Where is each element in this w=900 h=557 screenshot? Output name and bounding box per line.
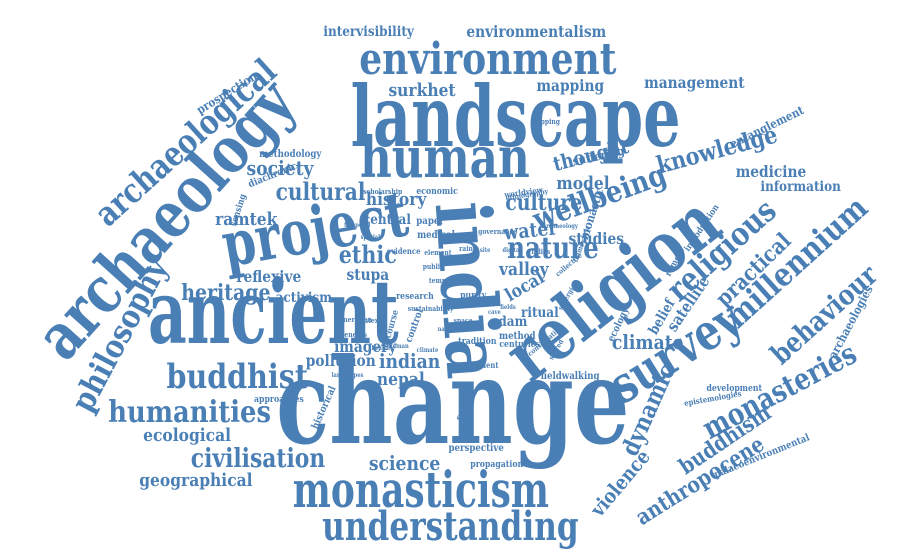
word-geographical: geographical <box>139 470 253 491</box>
word-studies: studies <box>568 229 624 248</box>
word-dam: dam <box>498 314 528 330</box>
word-cultural: cultural <box>275 177 365 206</box>
word-reflexive: reflexive <box>236 267 302 286</box>
word-mapping: mapping <box>530 116 560 126</box>
word-sustainability: sustainability <box>407 303 453 313</box>
word-activism: activism <box>275 290 332 306</box>
word-method: method <box>498 331 536 342</box>
word-centuries: centuries <box>498 339 540 350</box>
word-paper: paper <box>416 216 444 227</box>
word-human: human <box>388 343 409 350</box>
word-tradition: tradition <box>457 336 496 347</box>
word-nature: nature <box>507 231 599 266</box>
word-history: history <box>365 189 427 210</box>
word-methodology: methodology <box>259 149 322 160</box>
word-climate: climate <box>611 330 684 354</box>
word-rain: rain <box>459 243 473 253</box>
word-understanding: understanding <box>321 503 579 550</box>
word-stupa: stupa <box>346 265 390 284</box>
word-engagement: engagement <box>450 360 499 370</box>
word-buddhist: buddhist <box>165 357 308 397</box>
word-ramtek: ramtek <box>215 209 278 230</box>
word-archaeology: archaeology <box>542 223 578 230</box>
word-medicine: medicine <box>735 162 807 181</box>
word-landscapes: landscapes <box>331 372 363 379</box>
word-heritage: heritage <box>181 280 271 306</box>
word-temporal: temporal <box>344 222 371 229</box>
word-cave: cave <box>487 309 501 316</box>
word-nepal: nepal <box>376 369 425 390</box>
word-central: central <box>362 212 411 228</box>
word-context: context <box>355 315 381 325</box>
word-governance: governance <box>477 226 517 236</box>
word-landscape: landscape <box>350 67 681 166</box>
word-scholarship: scholarship <box>362 186 402 196</box>
word-valley: valley <box>499 259 549 280</box>
word-temple: temple <box>428 275 452 285</box>
word-environment: environment <box>359 34 617 85</box>
word-society: society <box>246 156 314 180</box>
word-imagery: imagery <box>334 337 397 356</box>
word-information: information <box>760 179 841 195</box>
word-ancient: ancient <box>147 260 399 364</box>
word-space: space <box>453 315 473 325</box>
word-site: site <box>479 247 491 254</box>
word-benefits: benefits <box>339 329 367 339</box>
word-human: human <box>359 125 530 191</box>
word-mapping: mapping <box>536 76 604 95</box>
word-purity: purity <box>460 290 487 301</box>
word-intervisibility: intervisibility <box>322 24 414 40</box>
word-surkhet: surkhet <box>388 80 456 101</box>
word-element: element <box>424 247 452 257</box>
word-ritual: ritual <box>521 305 559 321</box>
word-environmentalism: environmentalism <box>465 22 606 41</box>
word-propagation: propagation <box>469 459 523 470</box>
word-digital: digital <box>502 247 522 254</box>
word-evidence: evidence <box>386 246 421 256</box>
word-civilisation: civilisation <box>190 444 326 474</box>
word-model: model <box>556 173 610 194</box>
word-spatial: spatial <box>360 234 380 241</box>
word-ecological: ecological <box>143 425 232 446</box>
word-fieldwalking: fieldwalking <box>540 371 600 382</box>
word-veneration: veneration <box>335 314 373 324</box>
word-health: health <box>371 345 390 352</box>
word-development: development <box>706 383 762 394</box>
word-public: public <box>422 261 444 271</box>
word-climate: climate <box>416 347 438 354</box>
word-fields: fields <box>500 304 516 311</box>
word-economic: economic <box>416 186 458 197</box>
word-pollution: pollution <box>305 351 376 370</box>
word-nature: nature <box>437 326 457 333</box>
word-change: change <box>275 332 629 471</box>
word-monasticism: monasticism <box>292 460 549 519</box>
word-science: science <box>368 451 440 475</box>
word-approaches: approaches <box>254 394 304 405</box>
word-perspective: perspective <box>448 443 504 454</box>
word-relics: relics <box>531 246 551 256</box>
word-management: management <box>643 73 745 92</box>
word-medical: medical <box>417 230 456 241</box>
word-humanities: humanities <box>107 395 271 430</box>
word-research: research <box>396 291 434 302</box>
word-ethic: ethic <box>338 240 397 269</box>
word-culture: culture <box>505 190 583 216</box>
word-indian: indian <box>378 349 440 373</box>
